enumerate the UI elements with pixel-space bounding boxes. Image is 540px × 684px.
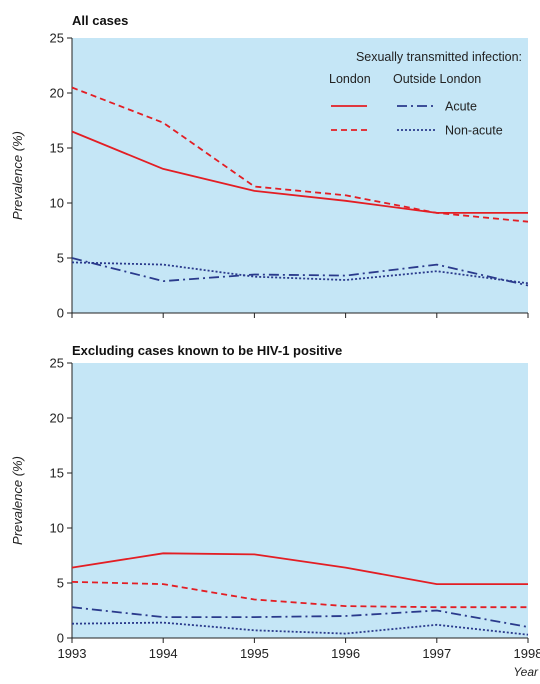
panel1-y-tick-label: 10	[50, 196, 64, 211]
panel1-y-axis-label: Prevalence (%)	[10, 131, 25, 220]
panel1-series-line-4	[71, 261, 529, 285]
panel2-y-tick-label: 10	[50, 521, 64, 536]
panel1-legend-row-label: Acute	[445, 100, 477, 114]
panel1-title: All cases	[72, 13, 128, 28]
panel2-y-tick-label: 5	[57, 576, 64, 591]
panel2-title: Excluding cases known to be HIV-1 positi…	[72, 343, 342, 358]
panel1-series-line-1	[71, 130, 528, 214]
panel2-x-tick-label: 1993	[58, 646, 87, 661]
panel1-legend-col-london: London	[329, 72, 371, 86]
panel1-y-tick-label: 25	[50, 31, 64, 46]
panel2-plot-area	[72, 363, 528, 638]
panel2-series-line-3	[71, 606, 529, 628]
panel1-y-tick-label: 20	[50, 86, 64, 101]
panel2-y-tick-label: 20	[50, 411, 64, 426]
panel2-x-tick-label: 1998	[514, 646, 540, 661]
panel1-y-tick-label: 5	[57, 251, 64, 266]
panel2-y-tick-label: 0	[57, 631, 64, 646]
panel2-x-tick-label: 1996	[331, 646, 360, 661]
panel1-legend-col-outside-london: Outside London	[393, 72, 481, 86]
panel2-x-tick-label: 1994	[149, 646, 178, 661]
panel2-x-tick-label: 1997	[422, 646, 451, 661]
panel2-x-tick-label: 1995	[240, 646, 269, 661]
panel2-y-axis-label: Prevalence (%)	[10, 456, 25, 545]
panel1-series-line-2	[71, 86, 529, 223]
panel1-y-tick-label: 15	[50, 141, 64, 156]
panel2-y-tick-label: 15	[50, 466, 64, 481]
panel2-series-line-4	[71, 621, 529, 636]
panel2-x-axis-label: Year	[513, 665, 539, 679]
panel2-series-line-1	[71, 552, 528, 585]
panel2-series-line-2	[71, 581, 528, 609]
panel1-legend-row-label: Non-acute	[445, 124, 503, 138]
panel1-series-line-3	[71, 257, 529, 287]
panel1-y-tick-label: 0	[57, 306, 64, 321]
panel2-y-tick-label: 25	[50, 356, 64, 371]
panel1-legend-title: Sexually transmitted infection:	[356, 50, 522, 64]
